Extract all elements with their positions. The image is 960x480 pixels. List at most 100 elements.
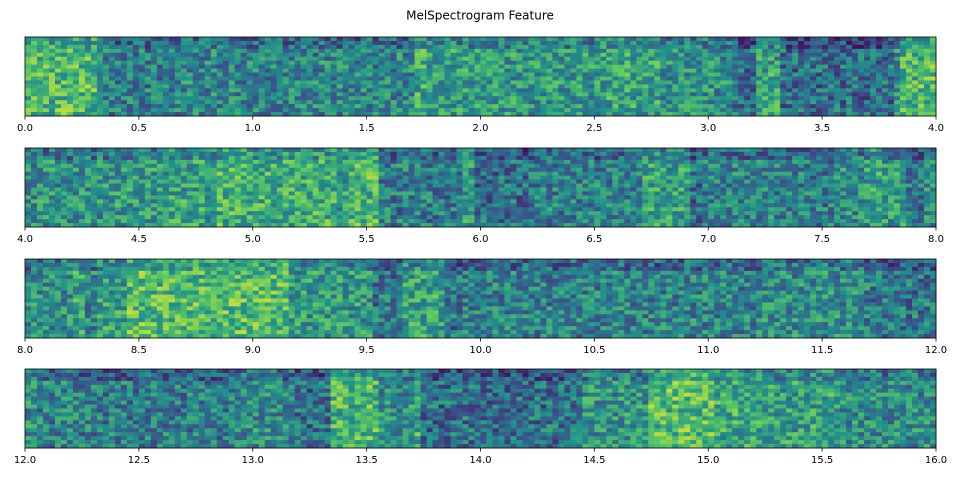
spectrogram-cell	[900, 60, 907, 66]
spectrogram-cell	[534, 92, 541, 97]
spectrogram-cell	[246, 148, 254, 153]
spectrogram-cell	[390, 108, 398, 113]
spectrogram-cell	[192, 219, 200, 224]
spectrogram-cell	[288, 203, 296, 208]
spectrogram-cell	[120, 76, 128, 81]
spectrogram-cell	[96, 84, 104, 89]
spectrogram-cell	[60, 148, 68, 153]
spectrogram-cell	[126, 148, 134, 153]
spectrogram-cell	[198, 187, 206, 192]
spectrogram-cell	[402, 187, 410, 192]
spectrogram-cell	[240, 207, 248, 212]
spectrogram-cell	[192, 148, 200, 153]
spectrogram-cell	[438, 215, 446, 220]
spectrogram-cell	[636, 80, 643, 85]
spectrogram-cell	[846, 44, 853, 50]
spectrogram-cell	[318, 183, 326, 188]
spectrogram-cell	[528, 48, 535, 54]
spectrogram-cell	[546, 203, 553, 208]
spectrogram-cell	[30, 44, 38, 50]
spectrogram-cell	[306, 159, 314, 165]
spectrogram-cell	[252, 207, 260, 212]
spectrogram-cell	[702, 112, 709, 117]
spectrogram-cell	[234, 223, 242, 228]
spectrogram-cell	[624, 37, 631, 42]
spectrogram-cell	[792, 88, 799, 93]
spectrogram-cell	[348, 108, 356, 113]
spectrogram-cell	[678, 60, 685, 66]
spectrogram-cell	[492, 64, 499, 70]
spectrogram-cell	[252, 96, 260, 101]
spectrogram-cell	[270, 215, 278, 220]
spectrogram-cell	[216, 104, 224, 109]
spectrogram-cell	[726, 37, 733, 42]
spectrogram-cell	[516, 219, 523, 224]
spectrogram-cell	[336, 148, 344, 153]
spectrogram-cell	[234, 84, 242, 89]
spectrogram-cell	[576, 211, 583, 216]
spectrogram-cell	[378, 187, 386, 192]
spectrogram-cell	[900, 100, 907, 105]
spectrogram-cell	[840, 88, 847, 93]
spectrogram-cell	[438, 223, 446, 228]
spectrogram-cell	[174, 215, 182, 220]
spectrogram-cell	[252, 64, 260, 70]
spectrogram-cell	[264, 72, 272, 77]
spectrogram-cell	[510, 175, 517, 181]
spectrogram-cell	[258, 191, 266, 196]
spectrogram-cell	[600, 163, 607, 169]
spectrogram-cell	[366, 40, 374, 46]
spectrogram-cell	[204, 84, 212, 89]
spectrogram-cell	[228, 155, 236, 161]
spectrogram-cell	[252, 112, 260, 117]
spectrogram-cell	[816, 108, 823, 113]
spectrogram-cell	[264, 84, 272, 89]
spectrogram-cell	[576, 84, 583, 89]
spectrogram-cell	[132, 171, 140, 177]
spectrogram-cell	[162, 223, 170, 228]
spectrogram-cell	[294, 64, 302, 70]
spectrogram-cell	[420, 72, 428, 77]
spectrogram-cell	[198, 104, 206, 109]
spectrogram-cell	[132, 211, 140, 216]
spectrogram-cell	[876, 60, 883, 66]
spectrogram-cell	[660, 56, 667, 62]
spectrogram-cell	[240, 175, 248, 181]
spectrogram-cell	[42, 151, 50, 157]
spectrogram-cell	[66, 44, 74, 50]
spectrogram-cell	[834, 108, 841, 113]
spectrogram-cell	[210, 191, 218, 196]
spectrogram-cell	[432, 76, 440, 81]
spectrogram-cell	[552, 159, 559, 165]
spectrogram-cell	[210, 203, 218, 208]
spectrogram-cell	[468, 191, 476, 196]
spectrogram-cell	[126, 76, 134, 81]
spectrogram-cell	[474, 104, 481, 109]
spectrogram-cell	[132, 179, 140, 185]
spectrogram-cell	[132, 183, 140, 188]
spectrogram-cell	[468, 163, 476, 169]
spectrogram-cell	[162, 219, 170, 224]
spectrogram-cell	[642, 37, 649, 42]
spectrogram-cell	[414, 223, 422, 228]
spectrogram-cell	[60, 175, 68, 181]
spectrogram-cell	[684, 48, 691, 54]
spectrogram-cell	[216, 37, 224, 42]
spectrogram-cell	[498, 167, 505, 173]
spectrogram-cell	[234, 211, 242, 216]
spectrogram-cell	[456, 163, 464, 169]
spectrogram-cell	[504, 167, 511, 173]
spectrogram-cell	[642, 76, 649, 81]
spectrogram-cell	[150, 191, 158, 196]
spectrogram-cell	[222, 84, 230, 89]
spectrogram-cell	[282, 171, 290, 177]
spectrogram-cell	[162, 72, 170, 77]
spectrogram-cell	[90, 64, 98, 70]
spectrogram-cell	[228, 37, 236, 42]
spectrogram-cell	[210, 68, 218, 74]
spectrogram-cell	[606, 112, 613, 117]
spectrogram-cell	[762, 88, 769, 93]
spectrogram-cell	[378, 223, 386, 228]
spectrogram-cell	[666, 92, 673, 97]
spectrogram-cell	[84, 148, 92, 153]
